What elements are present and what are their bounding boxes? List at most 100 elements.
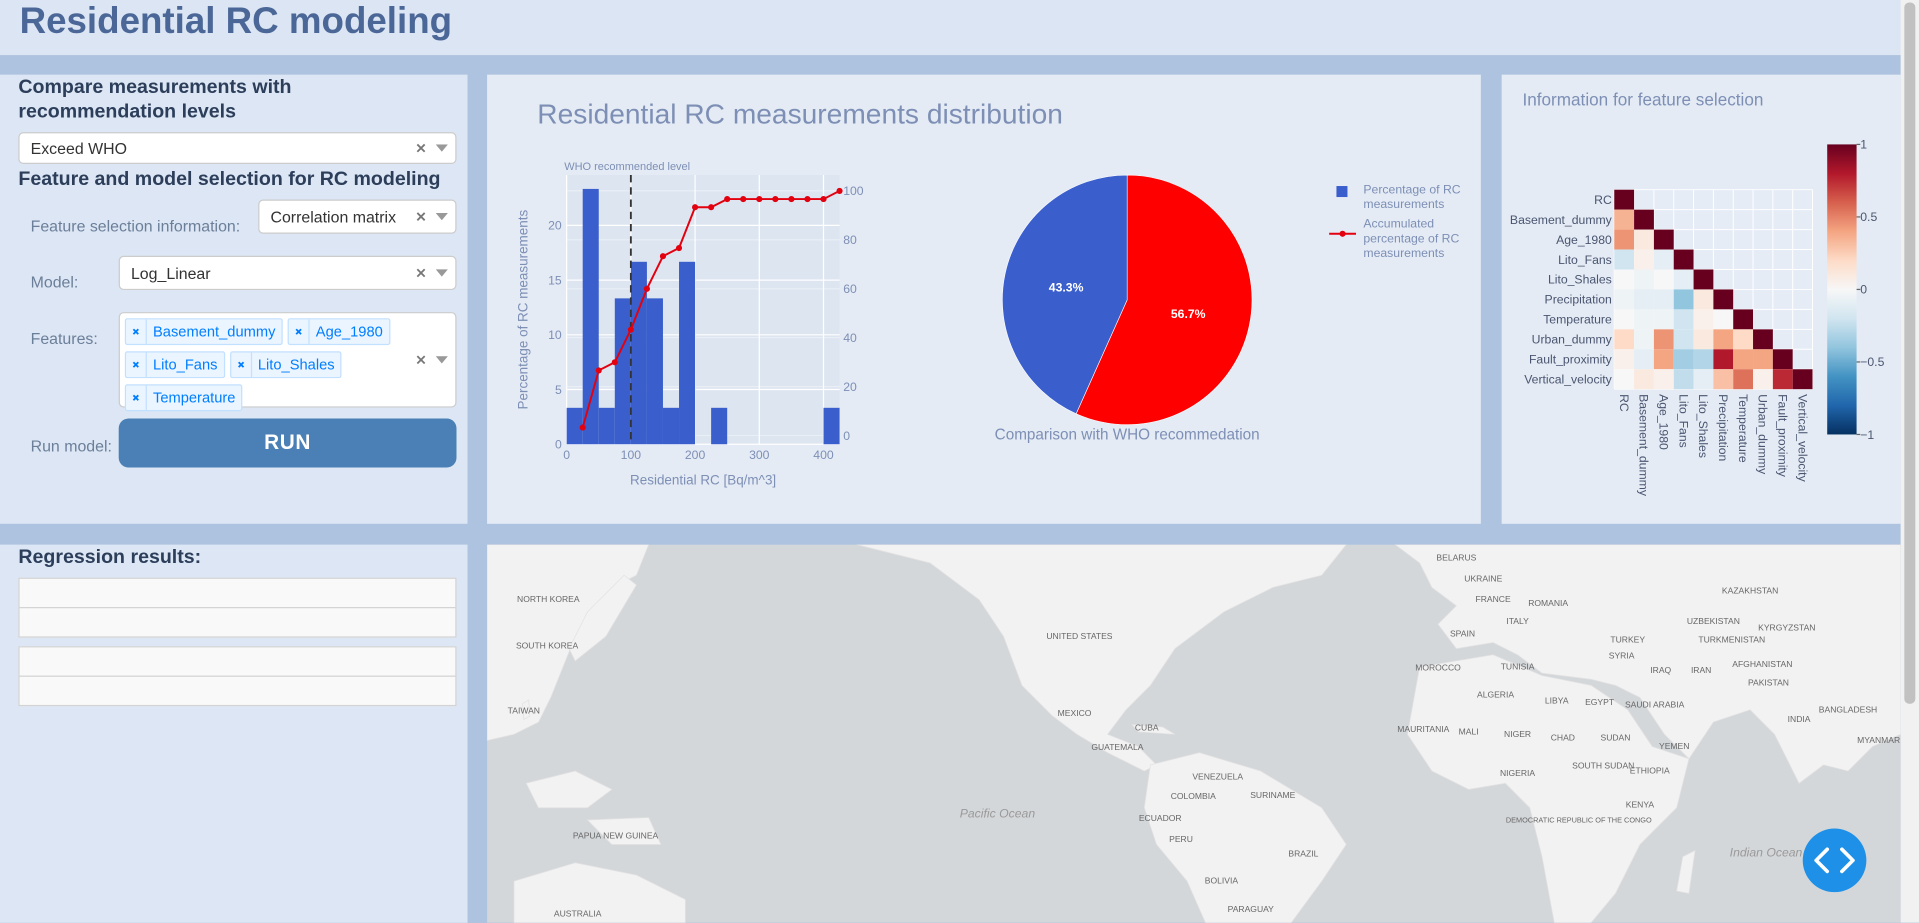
col-label: Urban_dummy <box>1756 394 1770 475</box>
country-label: DEMOCRATIC REPUBLIC OF THE CONGO <box>1506 815 1652 824</box>
country-label: VENEZUELA <box>1192 772 1243 782</box>
code-toggle-button[interactable] <box>1802 828 1867 893</box>
heatmap-cell <box>1693 329 1714 350</box>
country-label: MEXICO <box>1058 708 1092 718</box>
result-row <box>18 646 457 677</box>
run-button[interactable]: RUN <box>118 418 457 468</box>
tag-remove[interactable] <box>126 352 147 377</box>
map[interactable]: BELARUS UKRAINE KAZAKHSTAN FRANCE ROMANIA UZB… <box>487 544 1901 923</box>
cross <box>132 394 139 401</box>
feature-info-dropdown[interactable]: Correlation matrix <box>258 199 457 234</box>
clear-icon[interactable] <box>237 361 244 368</box>
y-tick-label: 15 <box>548 273 562 287</box>
feature-heading: Feature and model selection for RC model… <box>18 168 441 190</box>
y2-tick-label: 20 <box>843 380 857 394</box>
cumulative-marker <box>659 253 667 260</box>
x-axis-label: Residential RC [Bq/m^3] <box>630 473 776 488</box>
country-label: KENYA <box>1626 800 1655 810</box>
clear-icon[interactable] <box>132 394 139 401</box>
caret-icon[interactable] <box>435 144 448 152</box>
model-dropdown[interactable]: Log_Linear <box>118 255 457 291</box>
cumulative-marker <box>788 196 795 203</box>
country-label: TURKEY <box>1610 635 1645 645</box>
heatmap-cell <box>1713 329 1734 350</box>
heatmap-cell <box>1693 349 1714 370</box>
x-tick-label: 300 <box>749 448 770 462</box>
cumulative-marker <box>708 204 715 211</box>
colorbar <box>1827 144 1857 435</box>
heatmap-cell <box>1614 209 1635 230</box>
cumulative-marker <box>692 204 699 211</box>
heatmap-cell <box>1653 369 1674 390</box>
tag-remove[interactable] <box>289 319 310 344</box>
row-label: Temperature <box>1543 313 1612 327</box>
cumulative-marker <box>740 196 747 203</box>
cumulative-marker <box>627 326 634 333</box>
plot-area <box>566 175 840 445</box>
tag-remove[interactable] <box>231 352 252 377</box>
features-dropdown[interactable]: Basement_dummy Age_1980 Lito_Fans Lito_Shal… <box>118 312 457 412</box>
colorbar-tick-label: 0.5 <box>1860 210 1877 224</box>
x-tick-label: 0 <box>563 448 570 462</box>
tag-remove[interactable] <box>126 385 147 410</box>
scrollbar-thumb[interactable] <box>1904 2 1916 704</box>
heatmap-cell <box>1693 289 1714 310</box>
colorbar-tick-label: 0 <box>1860 283 1867 297</box>
clear-icon[interactable] <box>416 143 426 153</box>
legend-swatch <box>1336 186 1348 198</box>
clear-icon[interactable] <box>416 268 426 278</box>
country-label: FRANCE <box>1476 594 1511 604</box>
feature-info-label: Feature selection information: <box>30 216 241 235</box>
legend: Percentage of RC measurements Accumulate… <box>1329 184 1473 262</box>
heatmap-cell <box>1653 289 1674 310</box>
clear-icon[interactable] <box>416 355 426 365</box>
caret-icon[interactable] <box>435 356 448 364</box>
country-label: COLOMBIA <box>1171 791 1216 801</box>
clear-icon[interactable] <box>132 328 139 335</box>
heatmap-cell <box>1673 269 1694 290</box>
country-label: IRAN <box>1691 665 1711 675</box>
cumulative-marker <box>643 285 650 292</box>
y2-tick-label: 0 <box>843 429 850 443</box>
tag-label: Lito_Shales <box>257 356 335 374</box>
country-label: BANGLADESH <box>1819 704 1877 714</box>
cross <box>416 268 426 278</box>
header <box>0 0 1919 56</box>
y-tick-label: 0 <box>555 438 562 452</box>
result-row <box>18 607 457 638</box>
heatmap-cell <box>1673 309 1694 330</box>
compare-dropdown[interactable]: Exceed WHO <box>18 132 457 164</box>
heatmap-cell <box>1634 229 1654 250</box>
heatmap-cell <box>1614 289 1635 310</box>
feature-tag: Lito_Fans <box>124 351 225 379</box>
heatmap-cell <box>1733 369 1754 390</box>
ocean-label: Indian Ocean <box>1730 846 1803 860</box>
heatmap-cell <box>1753 349 1773 370</box>
tag-label: Basement_dummy <box>152 323 276 341</box>
x-tick-label: 400 <box>813 448 834 462</box>
row-label: Urban_dummy <box>1532 333 1613 347</box>
cumulative-marker <box>836 187 843 194</box>
country-label: TAIWAN <box>508 706 540 716</box>
heatmap-cell <box>1792 369 1813 390</box>
heatmap-cell <box>1693 369 1714 390</box>
caret-icon[interactable] <box>435 212 448 221</box>
cumulative-marker <box>611 359 618 366</box>
country-label: BELARUS <box>1436 553 1476 563</box>
country-label: PAPUA NEW GUINEA <box>573 830 659 840</box>
caret-icon[interactable] <box>435 269 448 277</box>
heatmap-cell <box>1653 349 1674 370</box>
histogram-bar <box>662 407 680 445</box>
clear-icon[interactable] <box>416 212 426 222</box>
heatmap-cell <box>1614 249 1635 270</box>
tag-remove[interactable] <box>126 319 147 344</box>
heatmap-title: Information for feature selection <box>1522 89 1764 109</box>
country-label: MAURITANIA <box>1397 724 1449 734</box>
y-axis-label: Percentage of RC measurements <box>515 210 530 410</box>
heatmap-cell <box>1693 309 1714 330</box>
clear-icon[interactable] <box>132 361 139 368</box>
clear-icon[interactable] <box>295 328 302 335</box>
country-label: MALI <box>1459 726 1479 736</box>
